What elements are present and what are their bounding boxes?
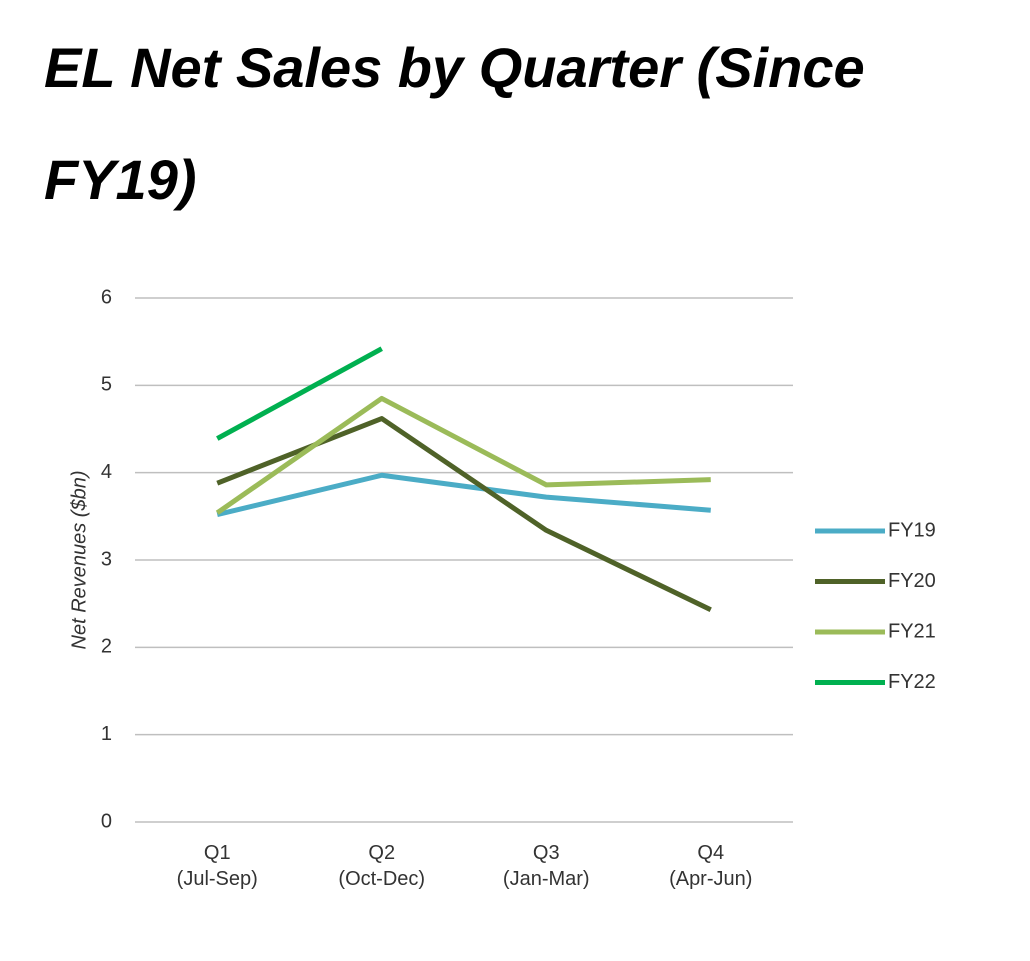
series-line [216,416,712,613]
y-tick-label: 4 [101,461,112,483]
series-line [216,472,711,518]
legend-label: FY20 [888,570,936,592]
legend-label: FY22 [888,671,936,693]
legend-label: FY19 [888,519,936,541]
y-tick-label: 1 [101,723,112,745]
y-tick-label: 6 [101,286,112,308]
series-line [216,346,383,441]
y-tick-label: 2 [101,636,112,658]
y-axis-label: Net Revenues ($bn) [68,471,90,650]
legend-label: FY21 [888,620,936,642]
x-tick-label: Q3 (Jan-Mar) [502,842,590,890]
chart-title: EL Net Sales by Quarter (Since FY19) [44,36,865,211]
y-tick-label: 5 [101,374,112,396]
x-tick-label: Q2 (Oct-Dec) [338,842,426,890]
series-line [215,395,711,515]
x-tick-label: Q4 (Apr-Jun) [669,842,753,890]
x-tick-label: Q1 (Jul-Sep) [176,842,258,890]
y-tick-label: 0 [101,810,112,832]
y-tick-label: 3 [101,548,112,570]
